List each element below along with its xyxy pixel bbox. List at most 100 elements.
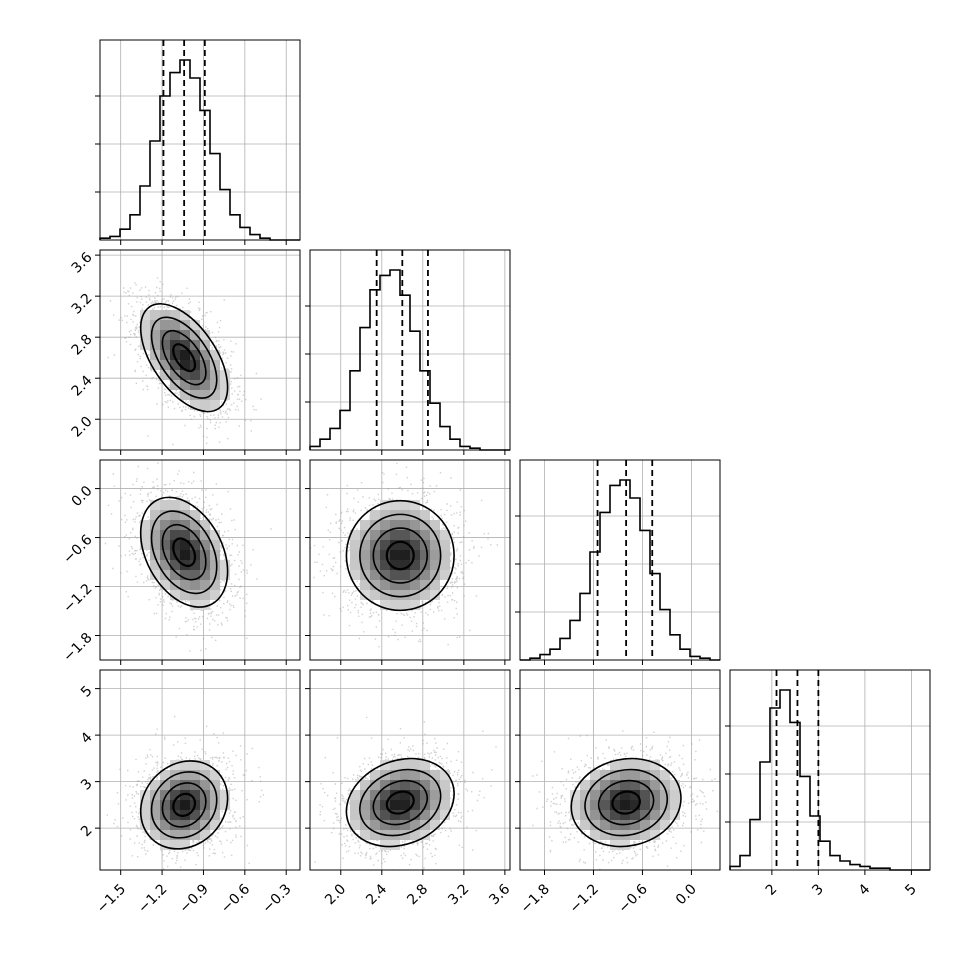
density-cell bbox=[190, 350, 200, 360]
density-cell bbox=[180, 510, 190, 520]
density-cell bbox=[210, 350, 220, 360]
density-panel-0-3: −1.5 −1.2 −0.9 −0.6 −0.3 2 3 4 5 bbox=[78, 669, 301, 917]
density-cell bbox=[650, 830, 660, 840]
density-cell bbox=[150, 520, 160, 530]
contour-line bbox=[372, 527, 428, 584]
density-cell bbox=[400, 560, 410, 570]
density-cell bbox=[210, 570, 220, 580]
density-cell bbox=[360, 580, 370, 590]
panel-frame bbox=[309, 249, 511, 451]
density-cell bbox=[400, 790, 410, 800]
panel-frame bbox=[309, 459, 511, 661]
density-cell bbox=[200, 600, 210, 610]
density-cell bbox=[380, 540, 390, 550]
density-cell bbox=[430, 550, 440, 560]
density-cell bbox=[590, 770, 600, 780]
density-cell bbox=[170, 540, 180, 550]
density-cell bbox=[180, 380, 190, 390]
density-cell bbox=[670, 790, 680, 800]
density-cell bbox=[150, 560, 160, 570]
density-cell bbox=[660, 780, 670, 790]
density-cell bbox=[150, 530, 160, 540]
density-cell bbox=[640, 830, 650, 840]
density-cell bbox=[160, 810, 170, 820]
density-cell bbox=[150, 320, 160, 330]
density-cell bbox=[610, 800, 620, 810]
density-cell bbox=[360, 790, 370, 800]
density-cell bbox=[370, 800, 380, 810]
density-cell bbox=[400, 570, 410, 580]
density-cell bbox=[650, 820, 660, 830]
density-cell bbox=[620, 770, 630, 780]
density-cell bbox=[650, 800, 660, 810]
density-cell bbox=[180, 780, 190, 790]
density-cell bbox=[160, 500, 170, 510]
density-cell bbox=[350, 800, 360, 810]
density-cell bbox=[200, 580, 210, 590]
histogram-step bbox=[520, 479, 720, 661]
density-cell bbox=[390, 550, 400, 560]
density-cell bbox=[420, 760, 430, 770]
y-tick-label: 3.6 bbox=[69, 249, 96, 276]
density-cell bbox=[420, 830, 430, 840]
density-cell bbox=[180, 520, 190, 530]
density-cell bbox=[440, 540, 450, 550]
density-cell bbox=[140, 520, 150, 530]
x-tick-label: −0.6 bbox=[616, 881, 651, 916]
contour-line bbox=[139, 303, 229, 413]
density-cell bbox=[210, 580, 220, 590]
density-cell bbox=[200, 390, 210, 400]
density-cell bbox=[410, 520, 420, 530]
contour-line bbox=[584, 768, 669, 837]
density-cell bbox=[430, 520, 440, 530]
density-cell bbox=[640, 820, 650, 830]
density-cell bbox=[210, 800, 220, 810]
density-cell bbox=[430, 810, 440, 820]
density-cell bbox=[660, 790, 670, 800]
density-cell bbox=[390, 760, 400, 770]
density-cell bbox=[360, 550, 370, 560]
density-cell bbox=[660, 810, 670, 820]
density-cell bbox=[430, 790, 440, 800]
density-cell bbox=[190, 590, 200, 600]
density-cell bbox=[650, 770, 660, 780]
density-cell bbox=[380, 500, 390, 510]
density-cell bbox=[430, 590, 440, 600]
x-tick-label: 3.6 bbox=[486, 881, 513, 908]
density-cell bbox=[570, 800, 580, 810]
histogram-panel-3: 2 3 4 5 bbox=[725, 669, 931, 899]
contour-line bbox=[150, 316, 218, 399]
density-cell bbox=[190, 830, 200, 840]
density-cell bbox=[360, 830, 370, 840]
density-cell bbox=[170, 830, 180, 840]
density-cell bbox=[150, 830, 160, 840]
density-cell bbox=[390, 570, 400, 580]
density-cell bbox=[420, 780, 430, 790]
density-cell bbox=[170, 790, 180, 800]
density-cell bbox=[160, 530, 170, 540]
density-cell bbox=[190, 790, 200, 800]
density-cell bbox=[170, 560, 180, 570]
density-content bbox=[107, 277, 262, 446]
density-cell bbox=[200, 590, 210, 600]
density-cell bbox=[380, 600, 390, 610]
density-cell bbox=[400, 830, 410, 840]
density-cell bbox=[630, 780, 640, 790]
x-tick-label: 2.0 bbox=[322, 881, 349, 908]
density-cell bbox=[220, 370, 230, 380]
density-cell bbox=[160, 820, 170, 830]
density-cell bbox=[380, 760, 390, 770]
density-cell bbox=[170, 810, 180, 820]
density-content bbox=[310, 462, 498, 648]
density-cell bbox=[200, 330, 210, 340]
density-cell bbox=[600, 820, 610, 830]
density-cell bbox=[390, 780, 400, 790]
density-cell bbox=[360, 810, 370, 820]
density-cell bbox=[160, 770, 170, 780]
density-cell bbox=[420, 590, 430, 600]
x-tick-label: −0.6 bbox=[218, 881, 253, 916]
density-cell bbox=[150, 780, 160, 790]
density-cell bbox=[200, 350, 210, 360]
density-cell bbox=[380, 810, 390, 820]
